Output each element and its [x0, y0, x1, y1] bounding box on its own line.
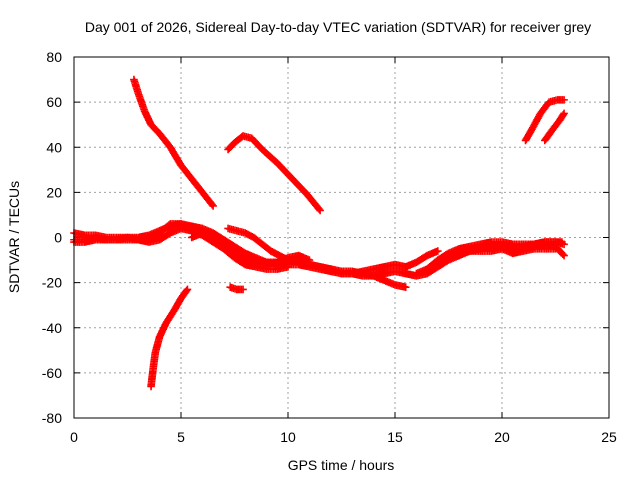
series-arc-10 — [187, 229, 335, 273]
y-tick-label: -80 — [42, 410, 62, 426]
x-tick-label: 20 — [494, 429, 510, 445]
x-axis-label: GPS time / hours — [288, 457, 395, 473]
grid — [74, 57, 609, 418]
chart-title: Day 001 of 2026, Sidereal Day-to-day VTE… — [85, 19, 591, 35]
data-point — [401, 283, 410, 291]
y-tick-label: -60 — [42, 365, 62, 381]
x-tick-label: 15 — [387, 429, 403, 445]
series-arc-9 — [70, 224, 292, 273]
data-point — [560, 96, 568, 104]
y-tick-label: -40 — [42, 320, 62, 336]
y-tick-label: 40 — [46, 139, 62, 155]
series-arc-5 — [521, 96, 568, 145]
series-arc-6 — [541, 109, 568, 145]
x-tick-label: 0 — [70, 429, 78, 445]
x-tick-label: 5 — [177, 429, 185, 445]
series-arc-4 — [226, 283, 247, 294]
data-point — [183, 285, 192, 294]
series-arc-2 — [224, 132, 324, 215]
series-arc-15 — [487, 238, 566, 251]
data-point — [558, 238, 566, 246]
y-tick-label: -20 — [42, 275, 62, 291]
data-point — [284, 263, 292, 271]
y-tick-label: 0 — [54, 230, 62, 246]
series-arc-3 — [147, 285, 192, 391]
x-tick-label: 25 — [601, 429, 617, 445]
series-arc-14 — [434, 244, 560, 267]
y-axis-label: SDTVAR / TECUs — [6, 181, 22, 293]
series-arc-1 — [130, 75, 217, 210]
plot-frame — [73, 56, 610, 419]
y-tick-label: 80 — [46, 49, 62, 65]
data-point — [209, 202, 217, 210]
data-point — [239, 285, 247, 294]
y-tick-label: 20 — [46, 184, 62, 200]
data-point — [316, 206, 324, 215]
data-point — [434, 247, 442, 255]
data-point — [551, 244, 560, 253]
data-point — [560, 109, 568, 118]
data-series — [70, 75, 568, 391]
y-tick-label: 60 — [46, 94, 62, 110]
x-tick-label: 10 — [280, 429, 296, 445]
data-point — [560, 251, 568, 260]
